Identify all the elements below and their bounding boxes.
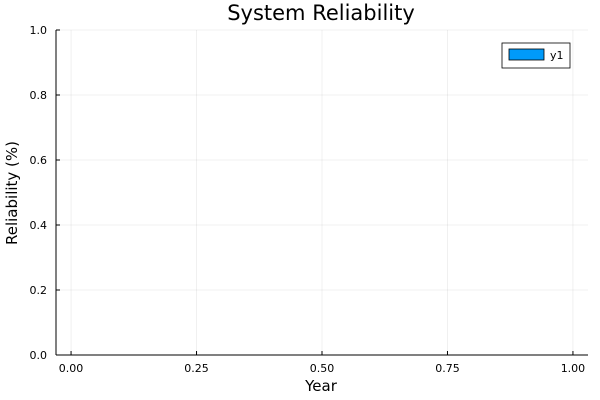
y-tick-label: 0.8 (30, 89, 48, 102)
legend-label-y1: y1 (550, 49, 564, 62)
legend-swatch-y1 (508, 48, 545, 61)
y-tick-label: 0.2 (30, 284, 48, 297)
x-tick-label: 0.50 (310, 362, 335, 375)
y-axis-label: Reliability (%) (3, 141, 21, 245)
y-tick-label: 0.4 (30, 219, 48, 232)
y-axis-ticks: 0.0 0.2 0.4 0.6 0.8 1.0 (30, 24, 60, 362)
grid (56, 29, 588, 356)
y-tick-label: 1.0 (30, 24, 48, 37)
chart-title: System Reliability (227, 1, 415, 25)
x-tick-label: 0.25 (184, 362, 209, 375)
x-axis-ticks: 0.00 0.25 0.50 0.75 1.00 (59, 351, 585, 375)
x-axis-label: Year (304, 377, 338, 395)
y-tick-label: 0.6 (30, 154, 48, 167)
x-tick-label: 0.00 (59, 362, 84, 375)
x-tick-label: 1.00 (561, 362, 586, 375)
x-tick-label: 0.75 (435, 362, 460, 375)
y-tick-label: 0.0 (30, 349, 48, 362)
legend: y1 (501, 42, 571, 69)
